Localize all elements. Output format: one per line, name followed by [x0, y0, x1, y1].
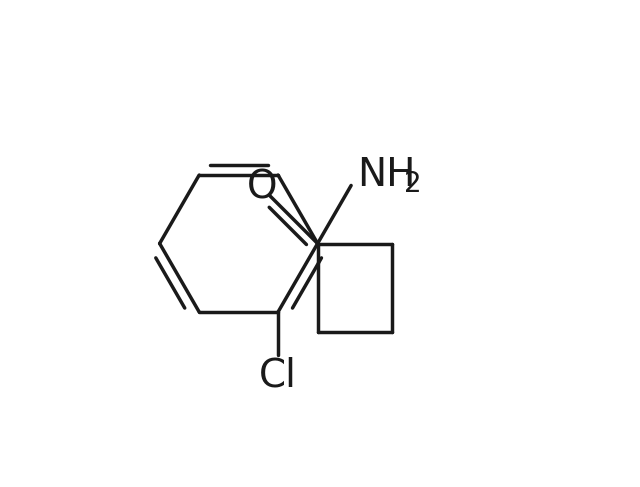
Text: Cl: Cl [259, 356, 297, 394]
Text: 2: 2 [404, 169, 422, 198]
Text: O: O [246, 169, 277, 206]
Text: NH: NH [357, 156, 415, 194]
